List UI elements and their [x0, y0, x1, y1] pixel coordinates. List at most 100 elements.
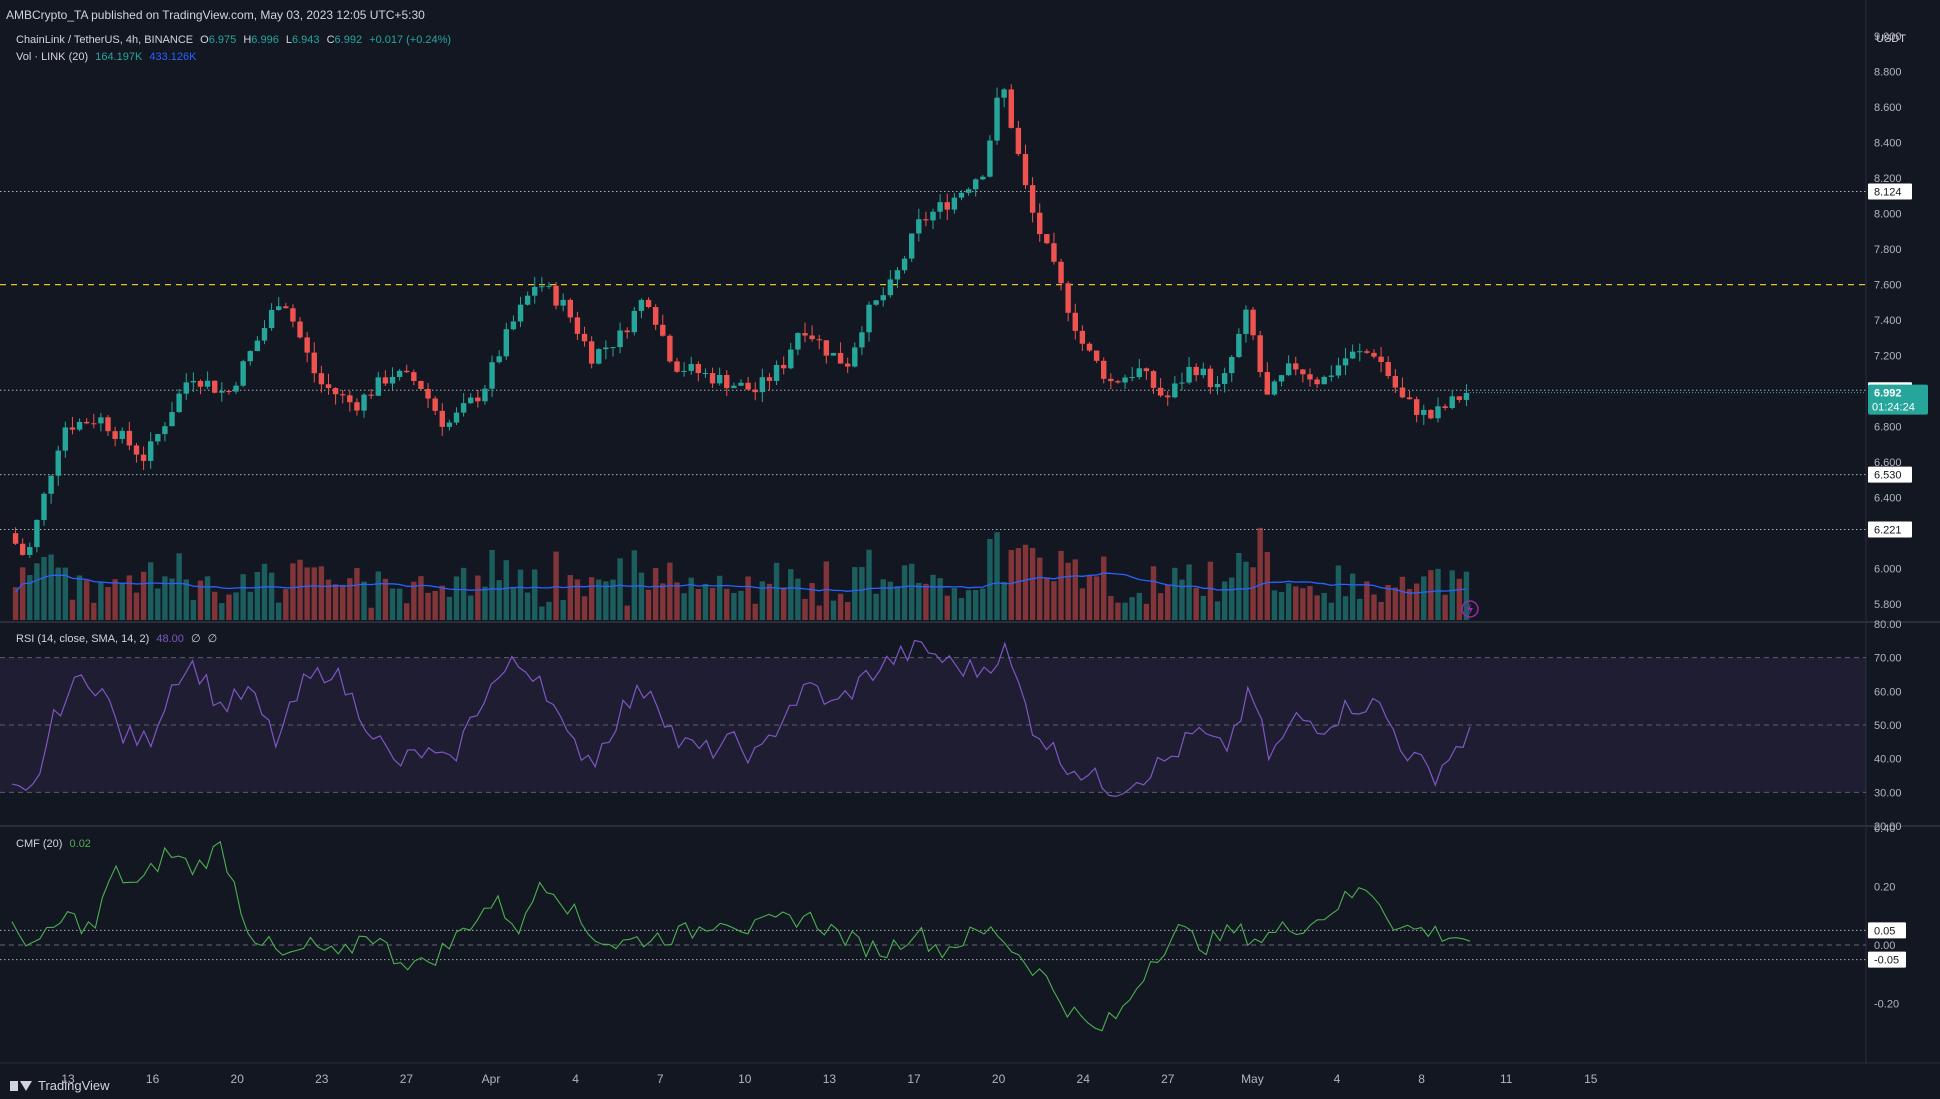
candle-body: [197, 380, 204, 387]
candle-body: [325, 384, 332, 389]
volume-bar: [766, 583, 773, 620]
symbol-label[interactable]: ChainLink / TetherUS, 4h, BINANCE: [16, 34, 194, 46]
volume-bar: [965, 590, 972, 620]
candle-body: [1086, 343, 1093, 351]
candle-body: [368, 394, 374, 396]
volume-bar: [809, 583, 815, 620]
volume-bar: [268, 572, 275, 620]
volume-bar: [1349, 573, 1356, 620]
candle-body: [1264, 372, 1271, 395]
volume-label[interactable]: Vol · LINK (20): [16, 51, 89, 63]
price-tick-label: 6.800: [1874, 422, 1902, 434]
candle-body: [716, 374, 723, 384]
volume-bar: [560, 600, 566, 620]
candle-body: [332, 388, 339, 395]
volume-bar: [1406, 588, 1413, 620]
countdown-label: 01:24:24: [1872, 402, 1915, 414]
volume-bar: [460, 567, 467, 620]
lightning-icon[interactable]: [1461, 600, 1479, 618]
volume-bar: [332, 584, 339, 620]
candle-body: [1221, 373, 1228, 384]
volume-bar: [318, 566, 325, 620]
candle-body: [1108, 378, 1114, 382]
candle-body: [1413, 399, 1420, 415]
price-tick-label: 8.400: [1874, 138, 1902, 150]
volume-bar: [901, 565, 908, 620]
volume-bar: [276, 602, 282, 620]
candle-body: [162, 426, 168, 435]
candle-body: [183, 382, 189, 394]
candle-body: [1015, 127, 1022, 154]
price-tick-label: 8.200: [1874, 173, 1902, 185]
candle-body: [980, 176, 986, 180]
candle-body: [788, 349, 794, 369]
volume-bar: [1172, 567, 1178, 620]
open-value: 6.975: [208, 34, 237, 46]
volume-bar: [411, 581, 417, 620]
volume-bar: [404, 603, 410, 620]
candle-body: [240, 361, 246, 386]
volume-bar: [958, 598, 965, 620]
volume-bar: [1129, 597, 1135, 620]
volume-bar: [1207, 561, 1214, 620]
tradingview-footer[interactable]: TradingView: [10, 1078, 110, 1093]
volume-bar: [1392, 587, 1399, 620]
volume-bar: [1136, 592, 1142, 620]
volume-bar: [638, 572, 645, 620]
candle-body: [126, 430, 133, 446]
candle-body: [233, 385, 239, 392]
candle-body: [816, 339, 822, 341]
volume-bar: [382, 578, 389, 620]
candle-body: [27, 547, 33, 555]
volume-bar: [126, 575, 133, 620]
candle-body: [1435, 406, 1441, 419]
volume-bar: [1108, 596, 1114, 620]
candle-body: [837, 352, 844, 364]
candle-body: [987, 140, 993, 177]
candle-body: [852, 347, 858, 367]
volume-bar: [176, 553, 182, 620]
volume-bar: [695, 588, 702, 620]
time-tick-label: 23: [315, 1072, 329, 1086]
volume-bar: [304, 567, 310, 620]
candle-body: [133, 445, 140, 455]
volume-bar: [1079, 588, 1086, 620]
rsi-label[interactable]: RSI (14, close, SMA, 14, 2): [16, 633, 150, 645]
candle-body: [226, 390, 232, 392]
candle-body: [254, 340, 261, 352]
candle-body: [1200, 368, 1206, 376]
candle-body: [1399, 387, 1406, 398]
candle-body: [140, 454, 147, 461]
volume-bar: [1342, 596, 1349, 620]
volume-bar: [610, 579, 616, 620]
candle-body: [425, 388, 431, 399]
volume-bar: [1278, 591, 1285, 620]
volume-bar: [169, 578, 175, 620]
volume-bar: [1307, 586, 1313, 620]
candle-body: [752, 389, 758, 393]
candle-body: [972, 179, 979, 190]
candle-body: [489, 362, 495, 389]
volume-bar: [944, 595, 950, 620]
rsi-band-fill: [0, 657, 1866, 793]
candle-body: [155, 434, 161, 442]
candle-body: [1236, 333, 1242, 357]
candle-body: [418, 380, 424, 389]
candle-body: [83, 421, 90, 424]
volume-bar: [453, 576, 460, 620]
change-value: +0.017 (+0.24%): [369, 34, 452, 46]
volume-bar: [1399, 576, 1406, 620]
volume-bar: [1285, 583, 1292, 620]
candle-body: [147, 441, 154, 461]
volume-bar: [780, 587, 787, 620]
candle-body: [1001, 89, 1007, 98]
cmf-label[interactable]: CMF (20): [16, 838, 63, 850]
time-tick-label: 4: [572, 1072, 579, 1086]
candle-body: [76, 421, 83, 430]
volume-bar: [1072, 559, 1078, 620]
candle-body: [1271, 381, 1278, 395]
candle-body: [1257, 335, 1263, 373]
volume-bar: [34, 563, 40, 620]
rsi-na-2: ∅: [207, 633, 218, 645]
